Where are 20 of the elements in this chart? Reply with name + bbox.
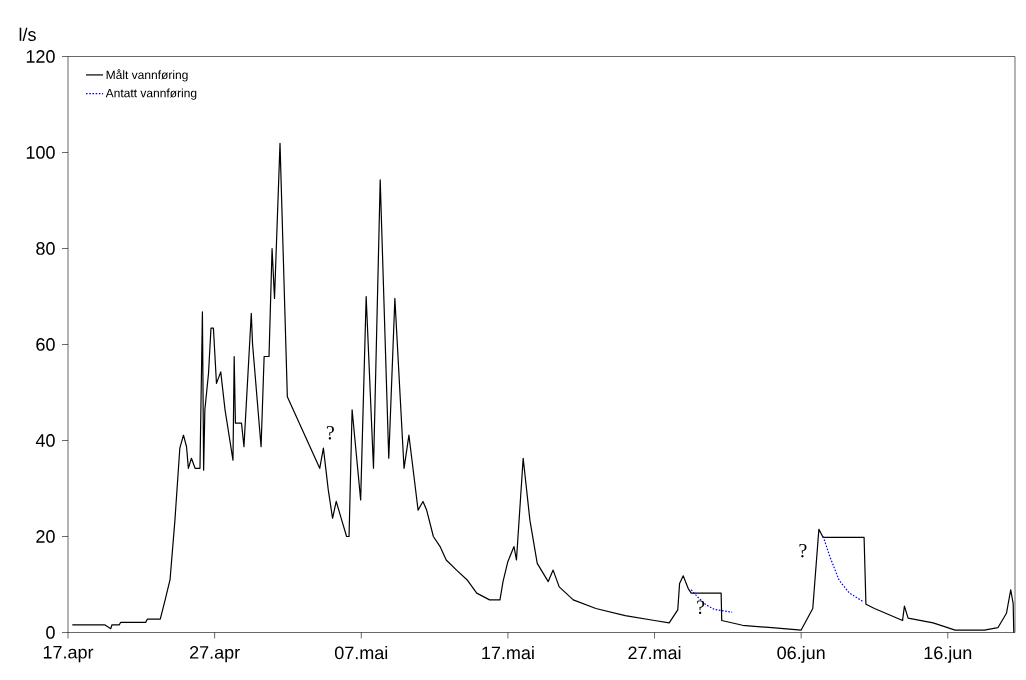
y-tick-label: 120 (26, 50, 55, 63)
x-tick-label: 17.mai (482, 646, 534, 660)
y-tick-label: 100 (26, 146, 55, 159)
y-tick-label: 20 (36, 530, 55, 543)
x-tick-label: 27.mai (628, 646, 681, 660)
y-tick-label: 60 (36, 338, 55, 351)
annotation: ? (799, 543, 807, 558)
y-tick-label: 0 (46, 626, 55, 639)
x-tick-label: 07.mai (334, 646, 388, 660)
x-tick-label: 06.jun (777, 646, 825, 663)
y-axis-title: l/s (19, 27, 36, 41)
y-tick-label: 40 (35, 434, 55, 447)
legend-label: Målt vannføring (106, 69, 188, 82)
x-tick-label: 27.apr (190, 646, 240, 663)
x-tick-label: 17.apr (43, 646, 94, 663)
legend-label: Antatt vannføring (105, 88, 197, 100)
y-tick-label: 80 (36, 242, 55, 255)
annotation: ? (326, 425, 334, 440)
x-tick-label: 16.jun (924, 646, 972, 663)
annotation: ? (697, 600, 705, 614)
